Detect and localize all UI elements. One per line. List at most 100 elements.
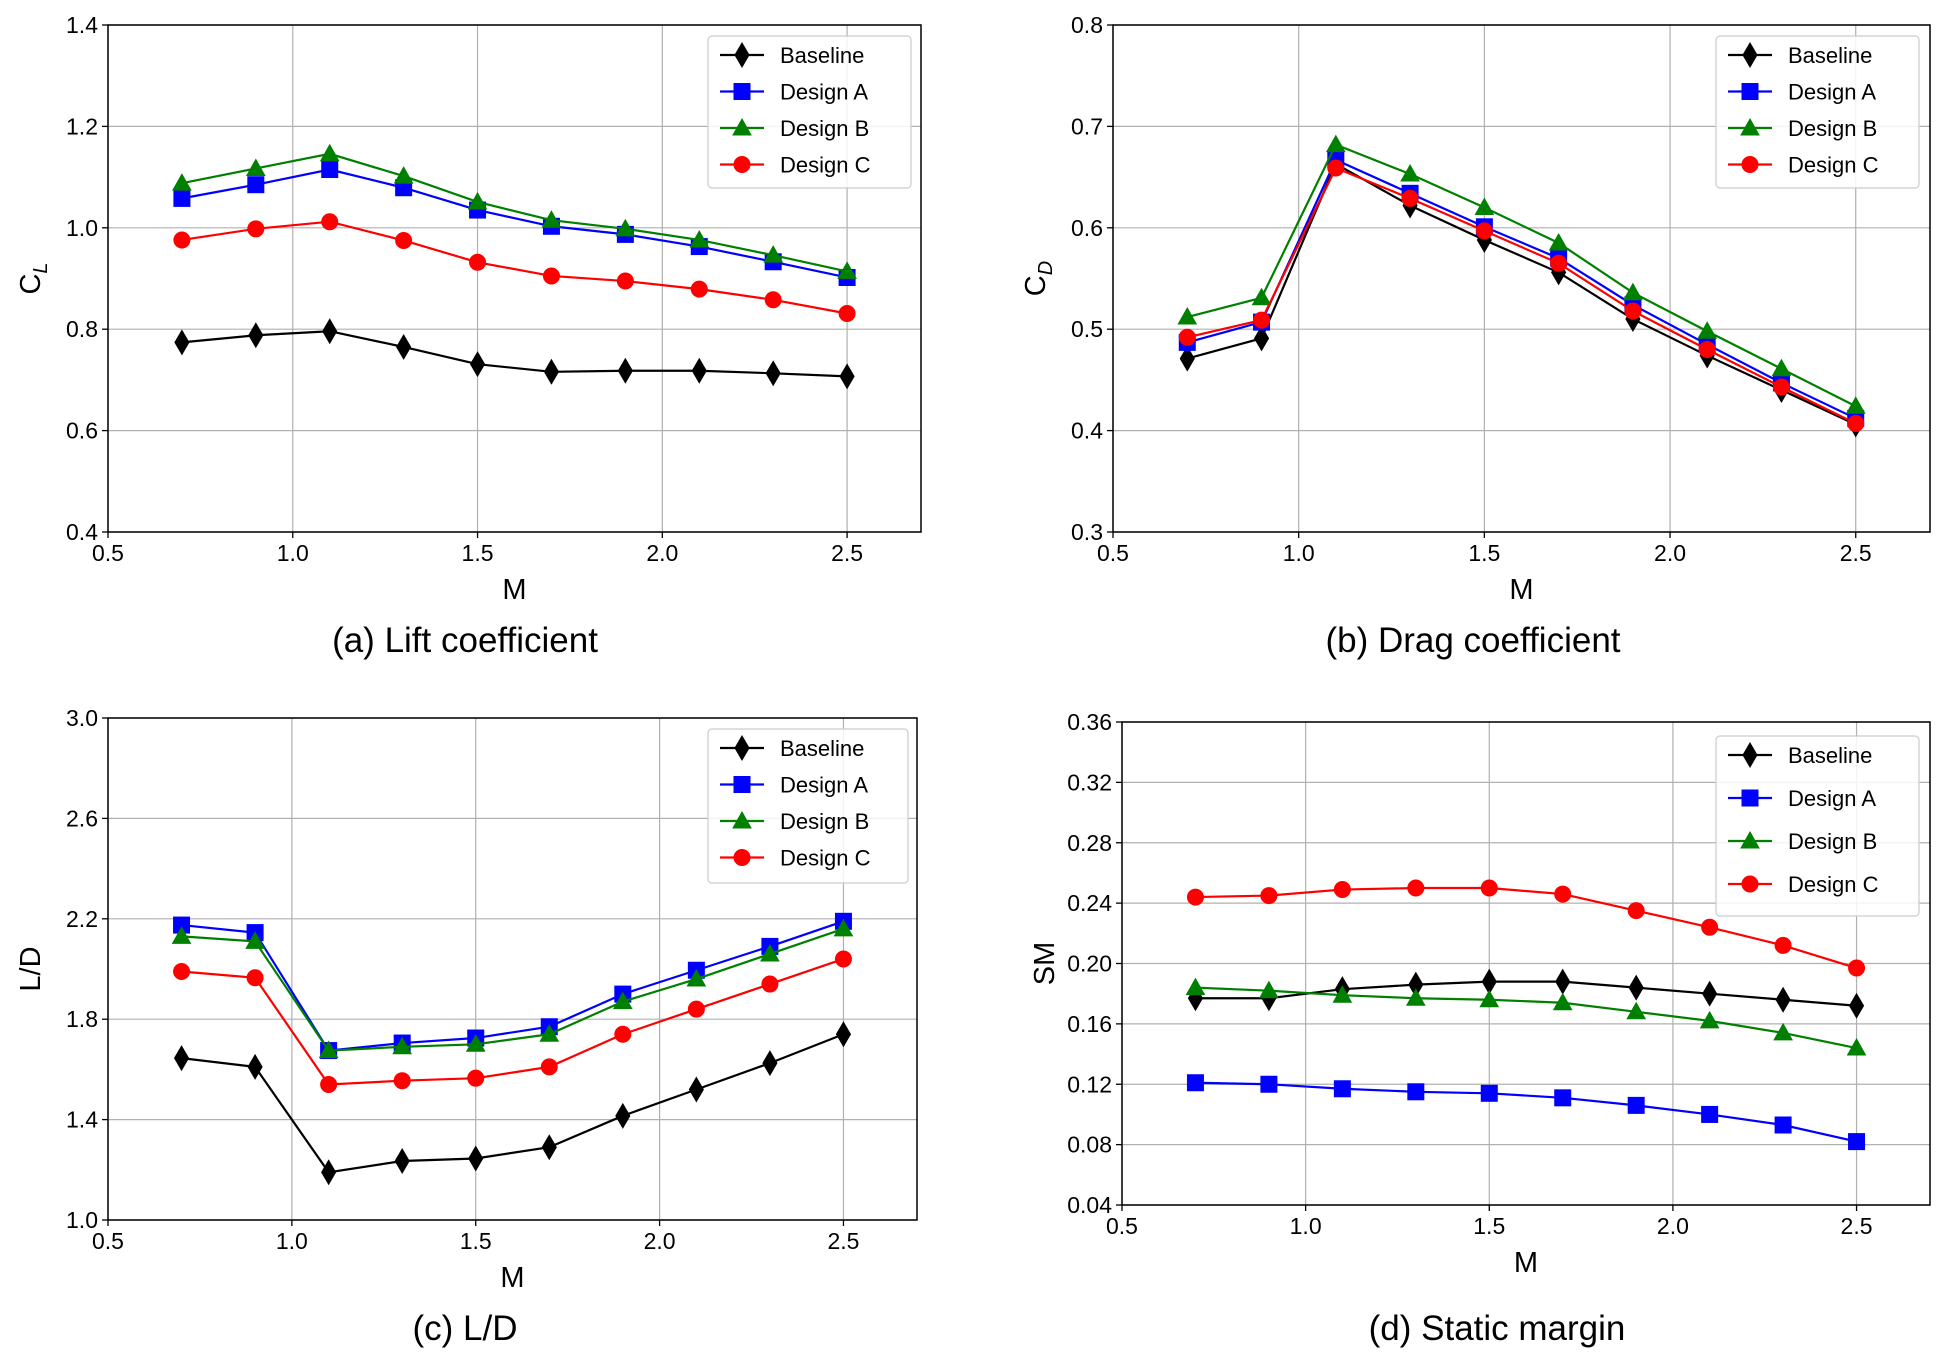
x-tick-label: 2.5 — [1841, 1213, 1873, 1239]
data-point — [1774, 1116, 1792, 1134]
series-line — [1195, 886, 1857, 970]
panel-lift-to-drag: 0.5 1.0 1.5 2.0 2.51.01.41.82.22.63.0ML/DBas… — [15, 705, 918, 1348]
data-point — [838, 304, 856, 322]
x-tick-label: 1.5 — [460, 1228, 492, 1254]
data-point — [1325, 134, 1346, 153]
data-point — [612, 991, 633, 1010]
data-point — [1848, 959, 1866, 977]
data-point — [173, 231, 191, 249]
series-baseline — [173, 1021, 852, 1186]
plot-frame — [107, 24, 922, 533]
data-point — [764, 291, 782, 309]
series-design-a — [173, 912, 852, 1060]
data-point — [174, 329, 190, 356]
y-tick-label: 1.0 — [66, 215, 98, 241]
series-line — [181, 1033, 844, 1174]
legend-entry: Baseline — [1788, 43, 1872, 68]
data-point — [1400, 164, 1420, 182]
x-tick-label: 0.5 — [1097, 540, 1129, 566]
data-point — [1475, 222, 1493, 240]
x-tick-label: 1.0 — [277, 540, 309, 566]
y-tick-label: 2.2 — [66, 906, 98, 932]
x-axis-label: M — [502, 574, 526, 606]
data-point — [1628, 974, 1644, 1001]
data-point — [1479, 989, 1500, 1008]
data-point — [541, 210, 562, 228]
legend-marker — [1742, 742, 1758, 768]
series-baseline — [174, 318, 855, 390]
data-point — [1848, 1133, 1866, 1151]
data-point — [691, 357, 707, 384]
data-point — [393, 1072, 411, 1090]
series-line — [181, 220, 848, 315]
legend-entry: Design B — [780, 116, 869, 141]
data-point — [1701, 918, 1719, 936]
data-point — [839, 363, 855, 390]
series-line — [181, 330, 848, 378]
panel-caption: (d) Static margin — [1369, 1309, 1626, 1348]
data-point — [1701, 1105, 1719, 1123]
legend-entry: Design A — [1788, 786, 1876, 811]
data-point — [1186, 1074, 1204, 1092]
data-point — [1177, 307, 1198, 325]
data-point — [541, 1134, 557, 1161]
data-point — [396, 333, 412, 360]
y-tick-label: 0.36 — [1067, 709, 1112, 735]
data-point — [173, 1045, 190, 1072]
data-point — [465, 1034, 486, 1052]
legend: Baseline Design A Design B Design C — [707, 35, 912, 189]
data-point — [837, 261, 857, 279]
x-tick-label: 0.5 — [92, 540, 124, 566]
data-point — [1480, 1084, 1498, 1102]
data-point — [1555, 968, 1571, 995]
legend-marker — [1741, 789, 1759, 807]
y-tick-label: 1.2 — [66, 113, 98, 139]
legend-marker — [1740, 830, 1760, 849]
series-design-b — [172, 143, 857, 279]
data-point — [615, 218, 636, 237]
data-point — [247, 1053, 263, 1080]
data-point — [1698, 340, 1716, 358]
data-point — [686, 969, 707, 987]
y-tick-label: 0.16 — [1067, 1011, 1112, 1037]
data-point — [246, 969, 264, 987]
x-tick-label: 2.0 — [644, 1228, 676, 1254]
data-point — [1260, 1075, 1278, 1093]
data-point — [761, 975, 779, 993]
panel-caption: (c) L/D — [413, 1309, 518, 1348]
legend-marker — [733, 849, 751, 866]
legend-entry: Baseline — [1788, 743, 1872, 768]
data-point — [248, 322, 264, 349]
series-design-b — [1177, 134, 1866, 414]
legend-marker — [732, 810, 752, 829]
data-point — [614, 1025, 632, 1043]
data-point — [689, 229, 710, 248]
panel-static-margin: 0.5 1.0 1.5 2.0 2.5 0.04 0.08 0.12 0.16 0.20 0.24 0… — [1029, 709, 1931, 1348]
series-line — [181, 957, 844, 1086]
legend-marker — [1742, 42, 1758, 68]
y-tick-label: 0.6 — [66, 418, 98, 444]
legend-entry: Design A — [780, 773, 868, 798]
y-tick-label: 0.3 — [1071, 519, 1103, 545]
panel-caption: (b) Drag coefficient — [1325, 621, 1620, 660]
data-point — [1480, 879, 1498, 897]
legend-box — [707, 728, 909, 884]
legend-entry: Design A — [1788, 80, 1876, 105]
data-point — [1699, 1010, 1720, 1029]
series-line — [181, 927, 844, 1052]
legend-box — [1715, 735, 1920, 917]
data-point — [1179, 345, 1195, 372]
x-tick-label: 2.5 — [827, 1228, 859, 1254]
data-point — [1771, 358, 1792, 377]
data-point — [319, 143, 340, 162]
data-point — [173, 189, 191, 207]
data-point — [542, 267, 560, 285]
data-point — [1260, 887, 1278, 905]
data-point — [173, 963, 191, 981]
legend: Baseline Design A Design B Design C — [1715, 35, 1920, 189]
y-axis-label-main: SM — [1029, 942, 1061, 986]
x-tick-label: 2.5 — [1840, 540, 1872, 566]
data-point — [469, 351, 486, 378]
legend-marker — [1741, 156, 1759, 173]
series-design-c — [1186, 879, 1866, 977]
